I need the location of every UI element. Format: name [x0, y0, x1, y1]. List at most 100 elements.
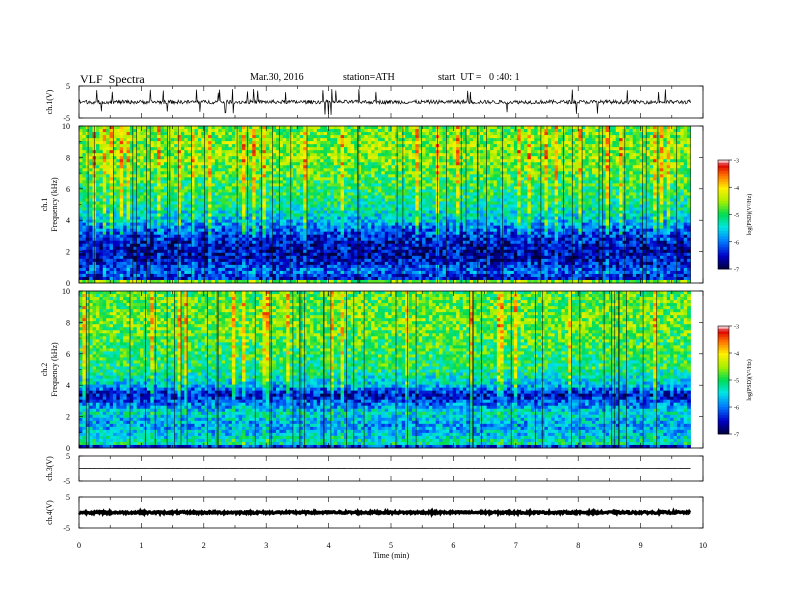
spectrogram-cell [119, 162, 124, 166]
spectrogram-cell [377, 273, 382, 278]
spectrogram-cell [327, 204, 331, 208]
spectrogram-cell [391, 156, 396, 160]
spectrogram-cell [333, 261, 338, 266]
spectrogram-cell [85, 132, 90, 136]
spectrogram-cell [221, 138, 226, 142]
spectrogram-cell [170, 234, 175, 239]
spectrogram-cell [364, 162, 369, 166]
spectrogram-cell [279, 237, 284, 242]
spectrogram-cell [320, 126, 325, 130]
spectrogram-cell [252, 231, 257, 236]
spectrogram-cell [265, 135, 270, 139]
spectrogram-cell [265, 213, 270, 217]
spectrogram-cell [225, 189, 229, 193]
spectrogram-cell [180, 276, 185, 281]
spectrogram-cell [401, 147, 406, 151]
spectrogram-cell [269, 138, 274, 142]
spectrogram-cell [282, 204, 287, 208]
spectrogram-cell [119, 138, 124, 142]
spectrogram-cell [313, 150, 318, 154]
spectrogram-cell [85, 147, 90, 151]
spectrogram-cell [255, 156, 260, 160]
spectrogram-cell [242, 243, 246, 248]
spectrogram-cell [296, 141, 301, 145]
spectrogram-cell [106, 207, 110, 211]
spectrogram-cell [99, 162, 104, 166]
spectrogram-cell [354, 132, 358, 136]
spectrogram-cell [265, 231, 270, 236]
spectrogram-cell [255, 144, 260, 148]
spectrogram-cell [201, 174, 206, 178]
spectrogram-cell [194, 150, 199, 154]
spectrogram-cell [337, 168, 341, 172]
spectrogram-cell [388, 207, 392, 211]
spectrogram-cell [143, 249, 148, 254]
spectrogram-cell [214, 261, 219, 266]
spectrogram-cell [313, 228, 318, 233]
spectrogram-cell [330, 162, 335, 166]
spectrogram-cell [225, 219, 229, 224]
spectrogram-cell [194, 204, 199, 208]
spectrogram-cell [112, 168, 117, 172]
spectrogram-cell [340, 258, 345, 263]
spectrogram-cell [150, 168, 155, 172]
spectrogram-cell [184, 186, 189, 190]
spectrogram-cell [160, 261, 165, 266]
spectrogram-cell [116, 234, 121, 239]
spectrogram-cell [231, 171, 236, 175]
spectrogram-cell [330, 240, 335, 245]
spectrogram-cell [170, 204, 175, 208]
spectrogram-cell [306, 258, 311, 263]
spectrogram-cell [119, 270, 124, 275]
spectrogram-cell [377, 186, 382, 190]
spectrogram-cell [99, 222, 104, 227]
spectrogram-cell [102, 132, 107, 136]
spectrogram-cell [364, 198, 369, 202]
spectrogram-cell [357, 195, 362, 199]
spectrogram-cell [89, 228, 93, 233]
spectrogram-cell [299, 204, 304, 208]
spectrogram-cell [153, 279, 158, 284]
spectrogram-cell [323, 228, 328, 233]
spectrogram-cell [340, 279, 345, 284]
spectrogram-cell [214, 225, 219, 230]
spectrogram-cell [79, 240, 83, 245]
spectrogram-cell [360, 267, 365, 272]
spectrogram-cell [238, 147, 243, 151]
spectrogram-cell [276, 225, 280, 230]
spectrogram-cell [177, 144, 182, 148]
spectrogram-cell [265, 189, 270, 193]
spectrogram-cell [187, 258, 192, 263]
spectrogram-cell [388, 132, 392, 136]
spectrogram-cell [259, 252, 263, 257]
spectrogram-cell [197, 171, 202, 175]
spectrogram-cell [388, 180, 392, 184]
spectrogram-cell [391, 264, 396, 269]
spectrogram-cell [123, 270, 127, 275]
spectrogram-cell [197, 258, 202, 263]
spectrogram-cell [136, 147, 141, 151]
spectrogram-cell [340, 192, 345, 196]
spectrogram-cell [313, 183, 318, 187]
spectrogram-cell [296, 231, 301, 236]
spectrogram-cell [85, 198, 90, 202]
spectrogram-cell [208, 183, 212, 187]
spectrogram-cell [296, 126, 301, 130]
spectrogram-cell [89, 165, 93, 169]
spectrogram-cell [238, 162, 243, 166]
spectrogram-cell [167, 246, 172, 251]
spectrogram-cell [211, 270, 216, 275]
spectrogram-cell [197, 240, 202, 245]
spectrogram-cell [106, 225, 110, 230]
spectrogram-cell [143, 147, 148, 151]
spectrogram-cell [136, 210, 141, 214]
spectrogram-cell [85, 189, 90, 193]
spectrogram-cell [225, 147, 229, 151]
spectrogram-cell [129, 162, 134, 166]
spectrogram-cell [191, 189, 195, 193]
spectrogram-cell [163, 252, 168, 257]
spectrogram-cell [99, 231, 104, 236]
spectrogram-cell [143, 126, 148, 130]
spectrogram-cell [374, 276, 379, 281]
spectrogram-cell [350, 162, 355, 166]
